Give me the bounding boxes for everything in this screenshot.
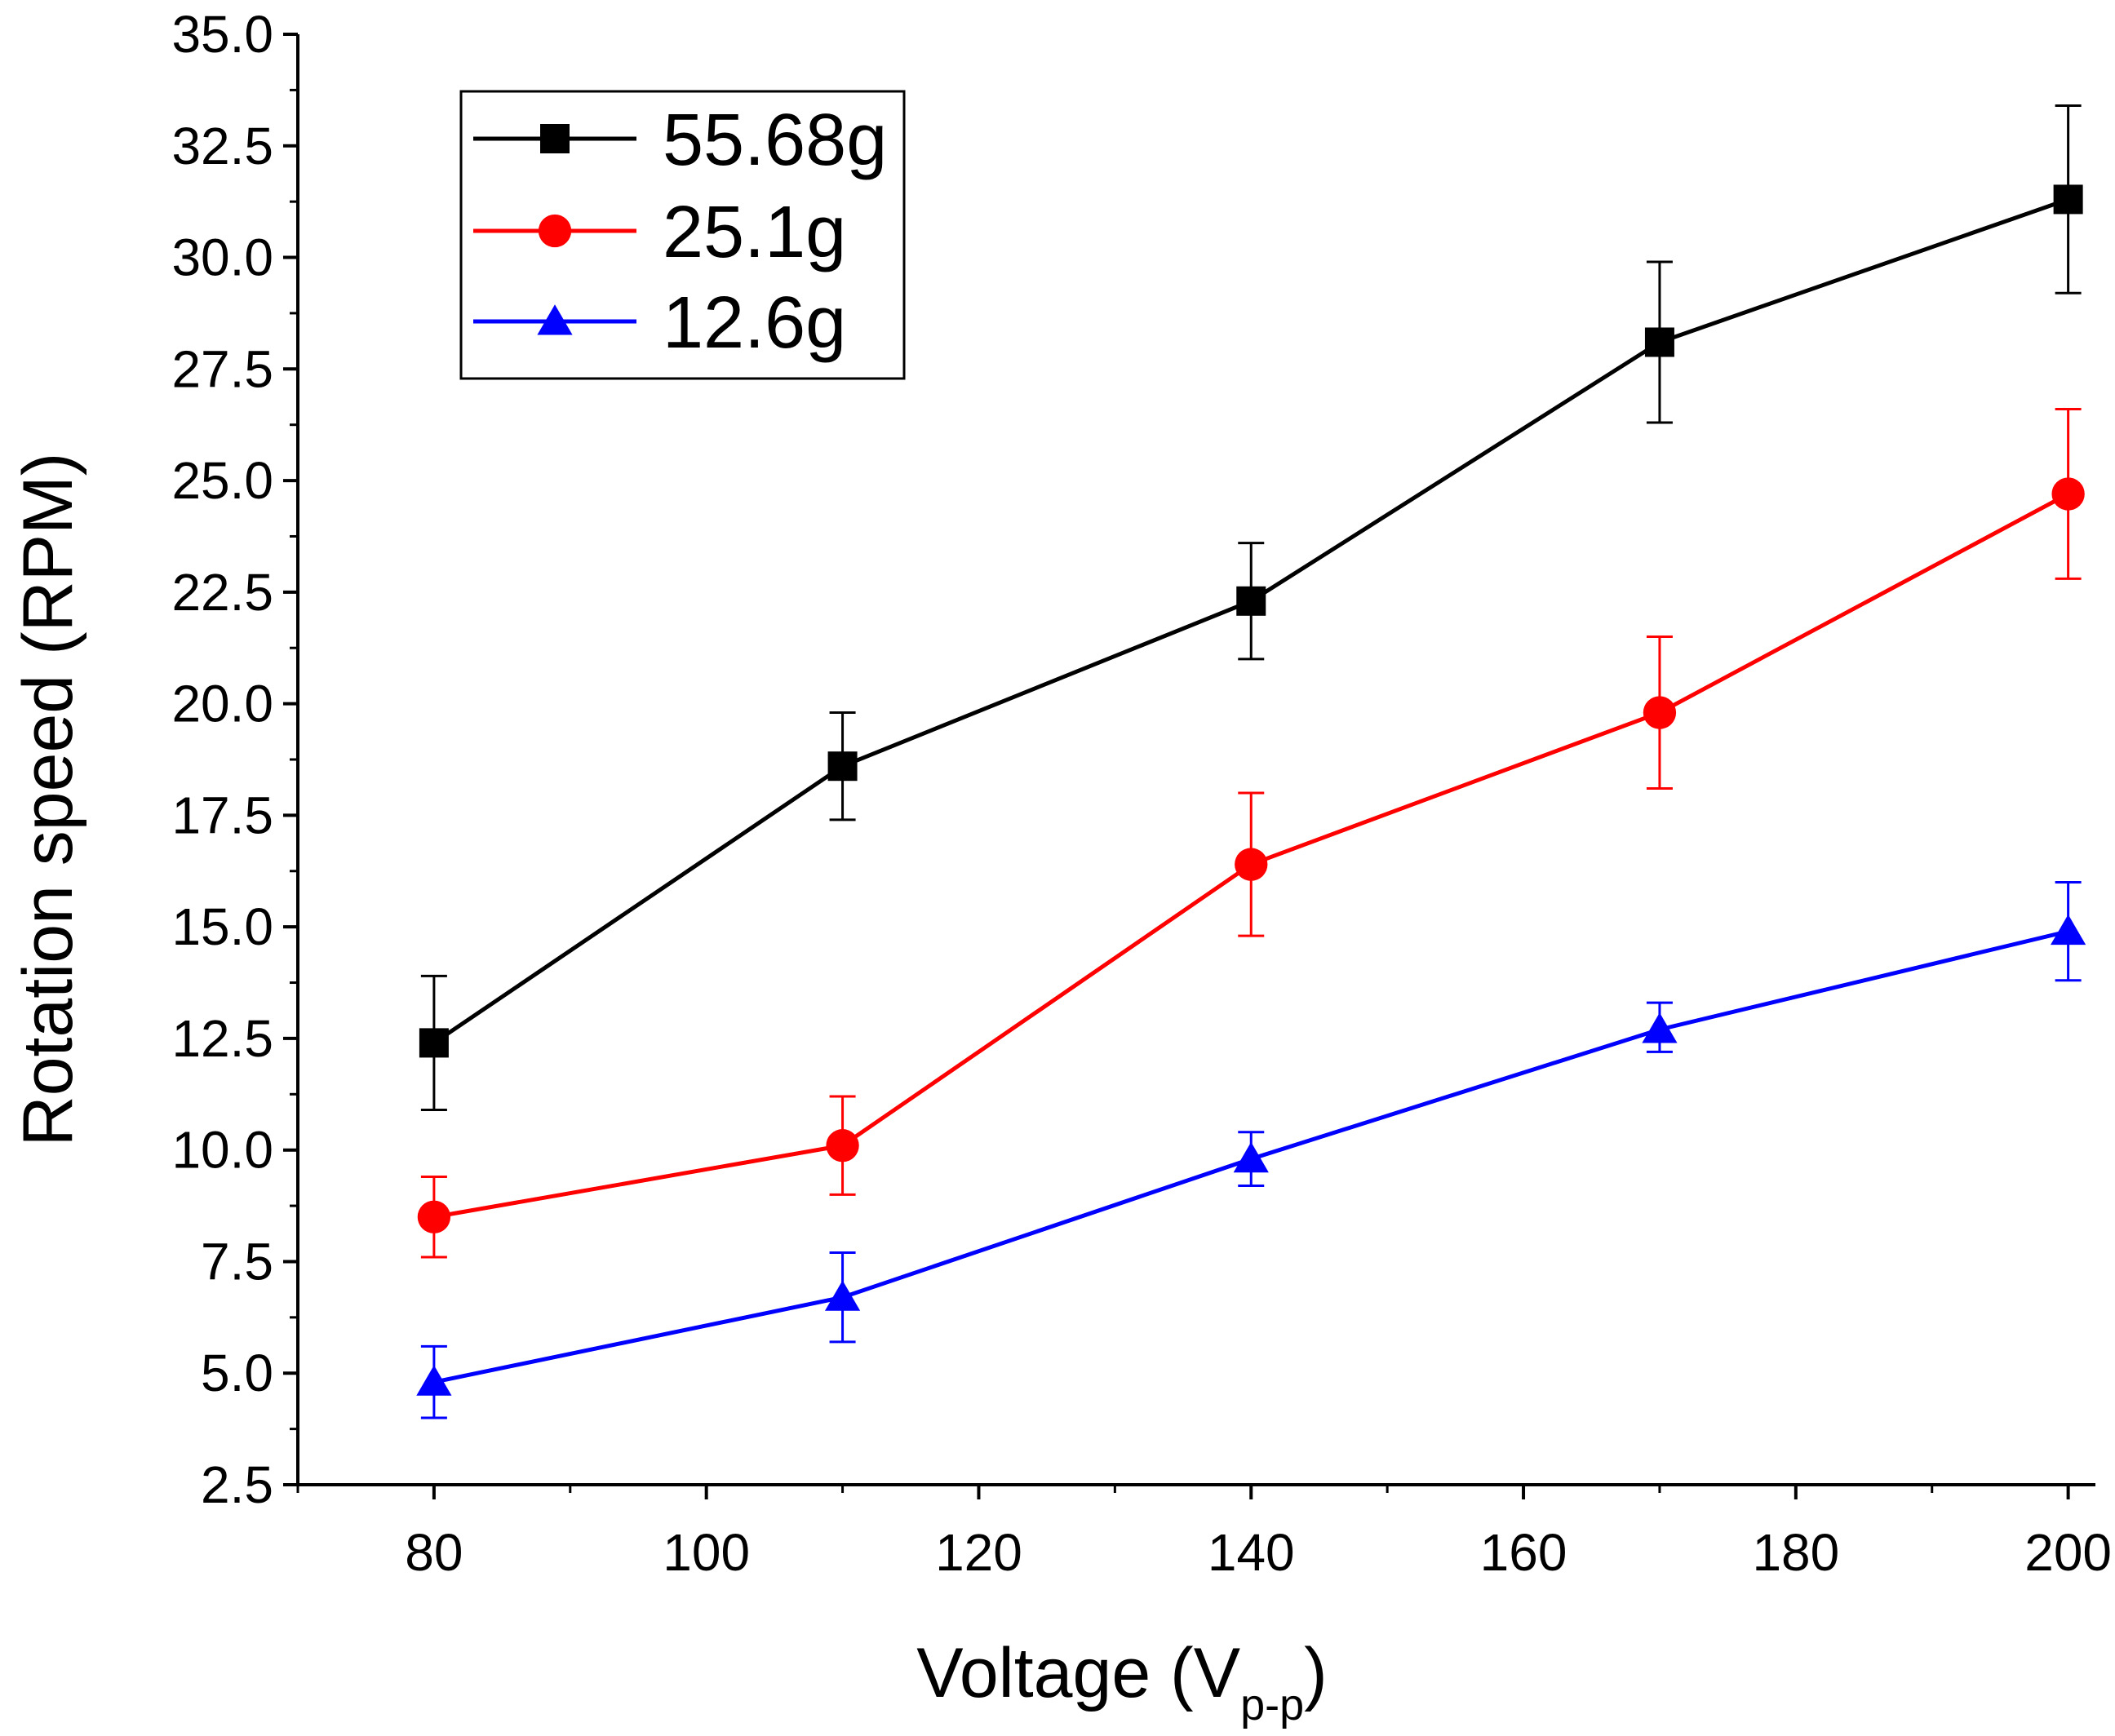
x-axis-label: Voltage (Vp-p) (916, 1634, 1328, 1729)
x-axis-label-subscript: p-p (1240, 1681, 1304, 1729)
x-tick-label: 160 (1480, 1523, 1567, 1582)
x-tick-label: 100 (663, 1523, 750, 1582)
y-tick-label: 7.5 (201, 1232, 273, 1291)
x-tick-label: 180 (1752, 1523, 1839, 1582)
data-point (2051, 914, 2086, 946)
y-tick-label: 20.0 (171, 675, 273, 733)
y-tick-label: 17.5 (171, 786, 273, 844)
data-point (419, 1028, 449, 1058)
series-25.1g (417, 408, 2085, 1259)
data-point (417, 1200, 451, 1233)
data-point (827, 751, 858, 782)
legend-label-12.6g: 12.6g (663, 282, 846, 364)
data-point (1233, 1141, 1269, 1173)
data-point (2051, 477, 2085, 511)
legend-label-25.1g: 25.1g (663, 192, 846, 273)
y-tick-label: 2.5 (201, 1455, 273, 1514)
y-tick-label: 32.5 (171, 117, 273, 175)
legend-marker-25.1g (538, 214, 572, 248)
data-point (1643, 696, 1677, 729)
y-tick-label: 12.5 (171, 1009, 273, 1068)
legend-label-55.68g: 55.68g (663, 100, 887, 181)
y-tick-label: 15.0 (171, 897, 273, 956)
data-point (826, 1129, 859, 1162)
legend-marker-12.6g (537, 304, 573, 335)
x-tick-label: 120 (935, 1523, 1022, 1582)
data-point (1644, 327, 1674, 357)
x-axis-label-main: Voltage (V (916, 1634, 1240, 1712)
x-tick-label: 80 (405, 1523, 463, 1582)
x-tick-label: 200 (2024, 1523, 2112, 1582)
legend-marker-55.68g (540, 124, 570, 153)
data-point (416, 1365, 452, 1396)
series-55.68g (419, 104, 2083, 1111)
y-tick-label: 35.0 (171, 5, 273, 64)
y-tick-label: 5.0 (201, 1344, 273, 1402)
y-tick-label: 10.0 (171, 1121, 273, 1180)
y-tick-label: 22.5 (171, 563, 273, 622)
data-point (1235, 848, 1268, 881)
series-group (416, 104, 2086, 1419)
x-tick-label: 140 (1208, 1523, 1295, 1582)
y-tick-label: 30.0 (171, 228, 273, 287)
y-tick-label: 27.5 (171, 339, 273, 398)
y-axis-label: Rotation speed (RPM) (9, 453, 87, 1147)
legend: 55.68g 25.1g 12.6g (459, 90, 906, 380)
series-12.6g (416, 880, 2086, 1419)
data-point (1642, 1012, 1678, 1043)
data-point (2053, 184, 2083, 215)
ticks: 2.5 5.0 7.5 10.0 12.5 15.0 17.5 20.0 22.5 25.0 27.… (171, 5, 2112, 1582)
y-tick-label: 25.0 (171, 451, 273, 510)
data-point (824, 1280, 861, 1311)
x-axis-label-close: ) (1304, 1634, 1328, 1712)
data-point (1236, 586, 1266, 616)
